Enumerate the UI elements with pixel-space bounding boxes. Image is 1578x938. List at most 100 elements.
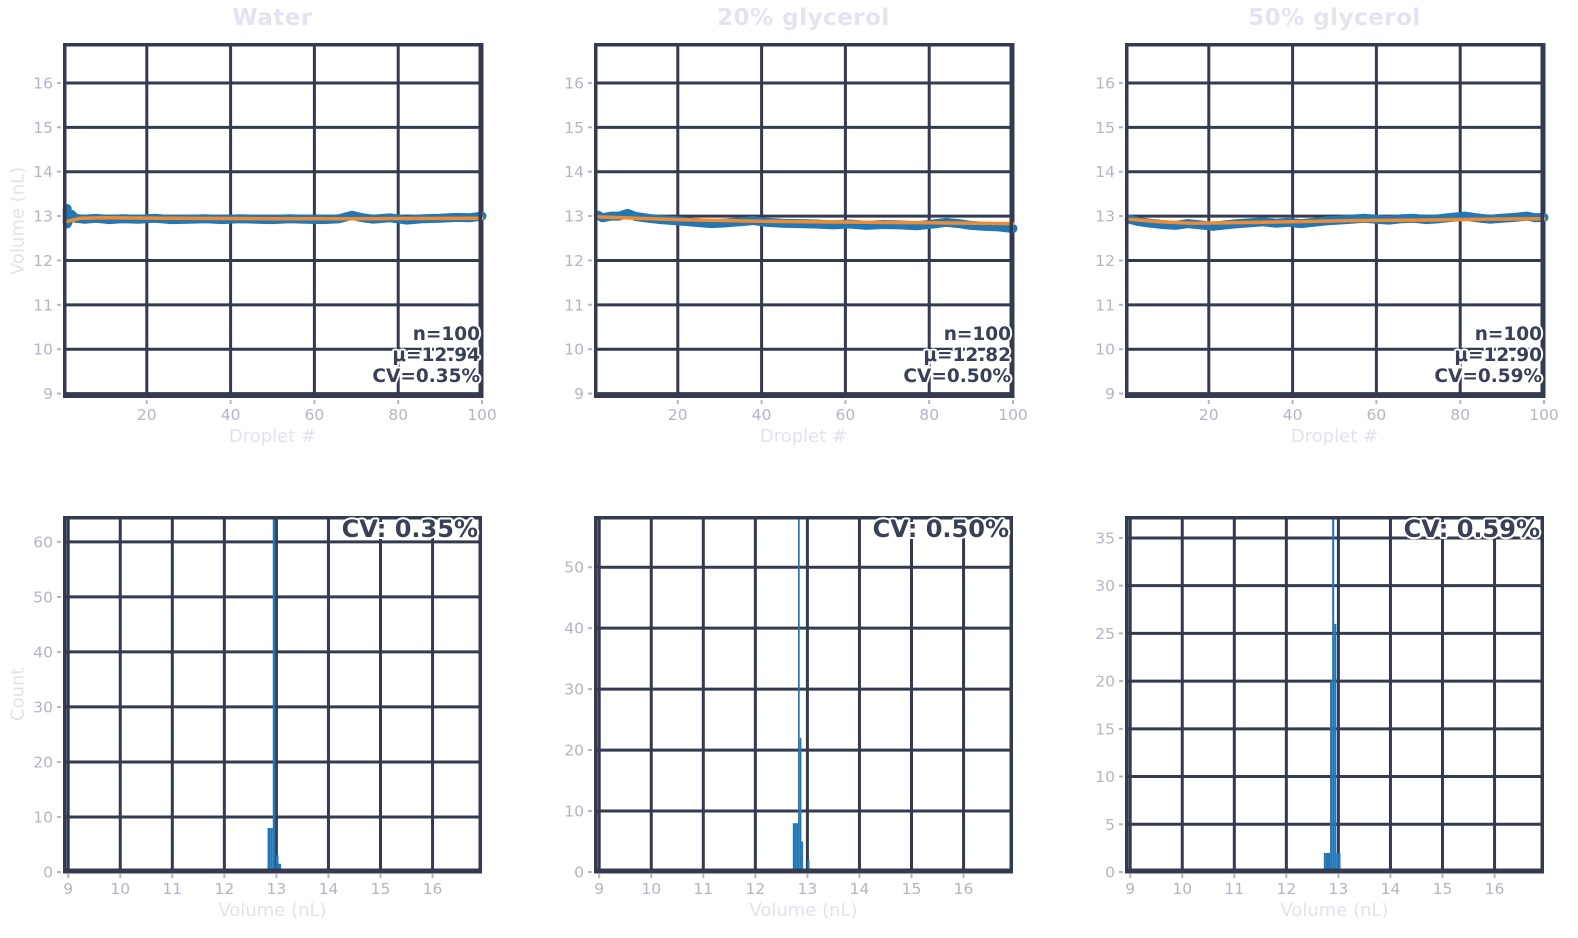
- y-tick-label: 12: [564, 252, 584, 270]
- subplot-water-histogram: 9 10 11 12 13 14 15 16 0 10 20 30 40 50 60 Count Volum…: [8, 515, 482, 921]
- y-axis-label: Volume (nL): [7, 166, 29, 275]
- x-tick-label: 40: [752, 406, 772, 424]
- y-tick-label: 9: [574, 385, 584, 403]
- x-tick-label: 12: [745, 880, 765, 898]
- x-tick-label: 10: [641, 880, 661, 898]
- chart-area: 20 40 60 80 100 9 10 11 12 13 14 15 16: [564, 43, 1028, 424]
- x-tick-label: 16: [954, 880, 974, 898]
- y-tick-label: 10: [33, 808, 53, 826]
- y-tick-label: 5: [1105, 816, 1115, 834]
- y-tick-label: 20: [1095, 673, 1115, 691]
- y-tick-label: 0: [574, 864, 584, 882]
- y-tick-label: 16: [1095, 74, 1115, 92]
- histogram-bar: [799, 737, 802, 872]
- x-tick-label: 11: [693, 880, 713, 898]
- subplot-water-trace: Water 20 40 60 80 100 9 10 11 12 13 14 15 16 Volume …: [8, 5, 497, 447]
- x-axis-label: Droplet #: [759, 426, 848, 447]
- histogram-bar: [797, 516, 800, 872]
- x-tick-label: 10: [110, 880, 130, 898]
- y-tick-label: 13: [1095, 208, 1115, 226]
- plot-title: Water: [232, 5, 313, 31]
- stats-n: n=100: [943, 324, 1011, 345]
- x-tick-label: 80: [388, 406, 408, 424]
- x-tick-label: 12: [214, 880, 234, 898]
- plot-title: 50% glycerol: [1248, 5, 1421, 31]
- x-tick-label: 11: [162, 880, 182, 898]
- x-tick-label: 60: [836, 406, 856, 424]
- x-axis-label: Droplet #: [1290, 426, 1379, 447]
- subplot-50-glycerol-histogram: 9 10 11 12 13 14 15 16 0 5 10 15 20 25 30 35 Volume (nL…: [1095, 515, 1544, 921]
- axes-frame: [594, 43, 1013, 398]
- x-tick-label: 60: [305, 406, 325, 424]
- y-tick-label: 40: [33, 643, 53, 661]
- y-tick-label: 10: [1095, 341, 1115, 359]
- x-tick-label: 16: [423, 880, 443, 898]
- cv-annotation: CV: 0.59%: [1403, 515, 1540, 543]
- x-tick-label: 13: [267, 880, 287, 898]
- y-tick-label: 30: [564, 681, 584, 699]
- x-tick-label: 14: [319, 880, 339, 898]
- y-tick-label: 11: [1095, 296, 1115, 314]
- x-tick-label: 12: [1276, 880, 1296, 898]
- chart-area: 9 10 11 12 13 14 15 16 0 5 10 15 20 25 30 35: [1095, 516, 1544, 898]
- x-tick-label: 15: [1433, 880, 1453, 898]
- x-tick-label: 9: [63, 880, 73, 898]
- y-tick-label: 10: [1095, 768, 1115, 786]
- y-tick-label: 10: [33, 341, 53, 359]
- x-tick-label: 9: [594, 880, 604, 898]
- histogram-bar: [1325, 852, 1328, 872]
- stats-n: n=100: [412, 324, 480, 345]
- y-tick-label: 0: [1105, 864, 1115, 882]
- subplot-20-glycerol-trace: 20% glycerol 20 40 60 80 100 9 10 11 12 13 14 15 16 …: [564, 5, 1028, 447]
- histogram-bar: [267, 827, 271, 872]
- histogram-bar: [1334, 623, 1337, 872]
- x-tick-label: 60: [1367, 406, 1387, 424]
- stats-annotation: n=100 μ=12.90 CV=0.59%: [1434, 324, 1542, 387]
- y-tick-label: 0: [43, 864, 53, 882]
- histogram-bar: [801, 841, 804, 872]
- y-tick-label: 9: [1105, 385, 1115, 403]
- histogram-bar: [1332, 516, 1335, 872]
- x-tick-label: 80: [919, 406, 939, 424]
- x-tick-label: 13: [1329, 880, 1349, 898]
- histogram-bar: [807, 859, 810, 872]
- y-tick-label: 50: [564, 559, 584, 577]
- cv-annotation: CV: 0.50%: [872, 515, 1009, 543]
- x-tick-label: 16: [1485, 880, 1505, 898]
- chart-area: 20 40 60 80 100 9 10 11 12 13 14 15 16: [1095, 43, 1559, 424]
- y-tick-label: 50: [33, 588, 53, 606]
- chart-area: 9 10 11 12 13 14 15 16 0 10 20 30 40 50: [564, 516, 1013, 898]
- y-tick-label: 10: [564, 803, 584, 821]
- histogram-bar: [1323, 852, 1326, 872]
- x-tick-label: 20: [1199, 406, 1219, 424]
- histogram-bar: [1330, 681, 1333, 872]
- y-tick-label: 15: [1095, 119, 1115, 137]
- x-tick-label: 14: [850, 880, 870, 898]
- y-tick-label: 9: [43, 385, 53, 403]
- y-tick-label: 35: [1095, 529, 1115, 547]
- x-tick-label: 80: [1450, 406, 1470, 424]
- cv-annotation: CV: 0.35%: [341, 515, 478, 543]
- y-tick-label: 11: [33, 296, 53, 314]
- stats-mean: μ=12.94: [392, 345, 480, 366]
- y-tick-label: 13: [564, 208, 584, 226]
- histogram-bar: [792, 823, 795, 872]
- y-tick-label: 25: [1095, 625, 1115, 643]
- stats-cv: CV=0.35%: [372, 366, 480, 387]
- y-tick-label: 20: [33, 753, 53, 771]
- trend-line: [65, 216, 484, 224]
- trend-line: [596, 215, 1015, 226]
- x-tick-label: 20: [137, 406, 157, 424]
- y-tick-label: 14: [1095, 163, 1115, 181]
- x-tick-label: 100: [1529, 406, 1559, 424]
- subplot-50-glycerol-trace: 50% glycerol 20 40 60 80 100 9 10 11 12 13 14 15 16 …: [1095, 5, 1559, 447]
- y-tick-label: 11: [564, 296, 584, 314]
- stats-cv: CV=0.50%: [903, 366, 1011, 387]
- y-tick-label: 16: [33, 74, 53, 92]
- y-tick-label: 16: [564, 74, 584, 92]
- stats-cv: CV=0.59%: [1434, 366, 1542, 387]
- y-tick-label: 10: [564, 341, 584, 359]
- y-tick-label: 14: [564, 163, 584, 181]
- x-tick-label: 100: [998, 406, 1028, 424]
